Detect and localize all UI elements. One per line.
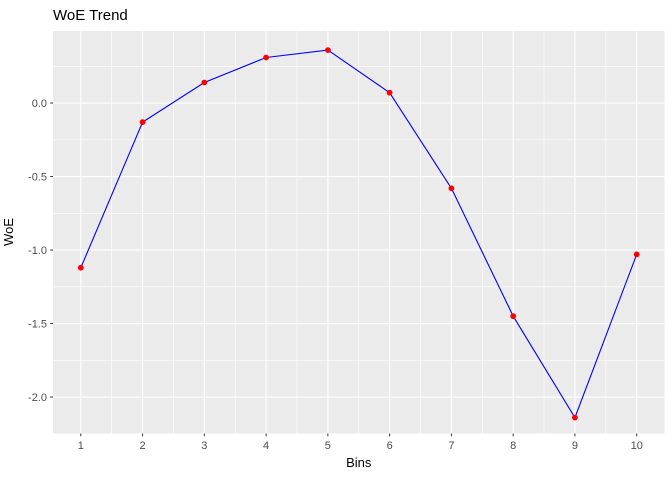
y-tick-label: 0.0 <box>32 98 47 110</box>
x-tick-label: 7 <box>448 440 454 452</box>
data-point <box>325 47 331 53</box>
x-tick-label: 5 <box>325 440 331 452</box>
y-axis-title: WoE <box>1 218 16 246</box>
trend-line <box>80 49 638 419</box>
data-point <box>633 251 640 258</box>
data-point <box>572 414 578 421</box>
x-tick-label: 10 <box>631 440 643 452</box>
x-tick-label: 8 <box>510 440 516 452</box>
x-tick-label: 4 <box>263 440 269 452</box>
chart-plot-area: 1 2 3 4 5 6 7 8 9 10 0.0 -0.5 -1.0 -1.5 -2.0 <box>28 31 665 452</box>
y-tick-label: -1.0 <box>28 245 47 257</box>
x-tick-label: 2 <box>140 440 146 452</box>
x-tick-label: 9 <box>572 440 578 452</box>
data-point <box>139 119 146 125</box>
y-tick-label: -0.5 <box>28 171 47 183</box>
y-tick-label: -1.5 <box>28 318 47 330</box>
data-point <box>263 54 269 61</box>
x-axis-title: Bins <box>346 455 372 470</box>
data-point <box>201 79 208 86</box>
chart-title: WoE Trend <box>53 7 128 24</box>
x-tick-label: 6 <box>387 440 393 452</box>
data-point <box>386 89 393 96</box>
data-point <box>77 264 84 271</box>
y-tick-label: -2.0 <box>28 392 47 404</box>
data-point <box>448 185 455 192</box>
data-point <box>510 313 517 320</box>
x-tick-label: 3 <box>201 440 207 452</box>
x-tick-label: 1 <box>78 440 84 452</box>
